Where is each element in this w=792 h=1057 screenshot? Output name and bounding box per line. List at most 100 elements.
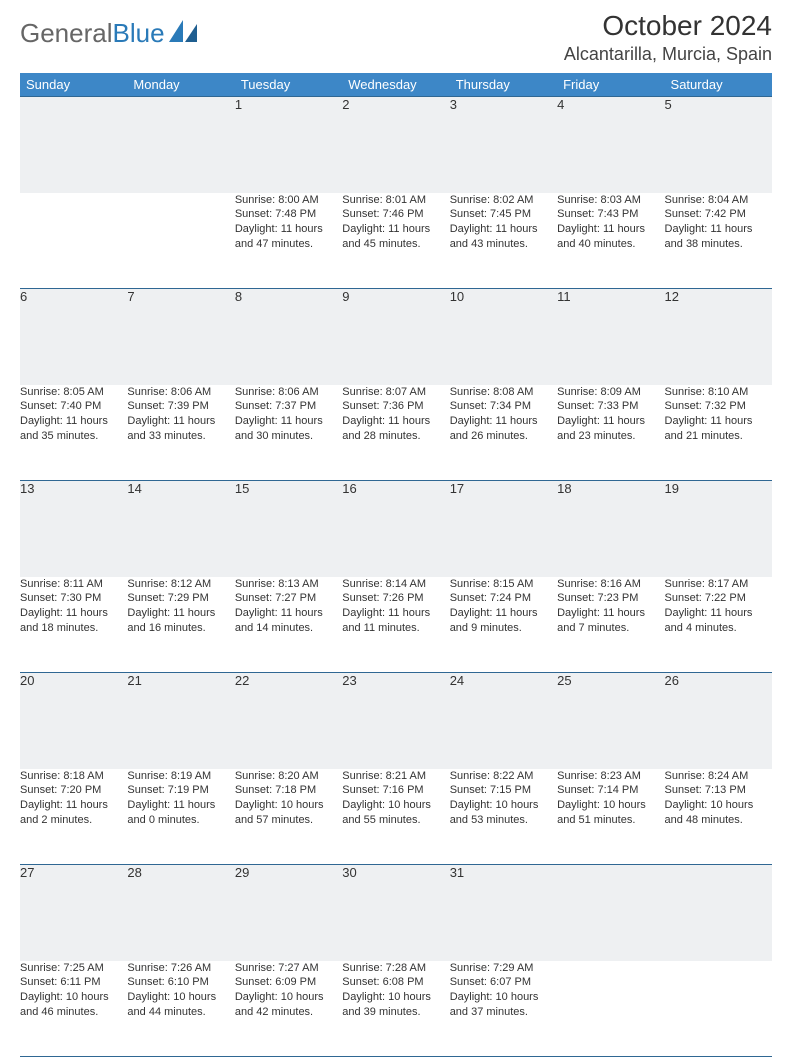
day-info-cell: Sunrise: 8:24 AMSunset: 7:13 PMDaylight:…: [665, 769, 772, 865]
daylight-line: Daylight: 10 hours and 55 minutes.: [342, 798, 449, 828]
sunset-line: Sunset: 7:15 PM: [450, 783, 557, 798]
day-number-cell: 13: [20, 481, 127, 577]
day-number-cell: 3: [450, 97, 557, 193]
sunrise-line: Sunrise: 7:26 AM: [127, 961, 234, 976]
sunset-line: Sunset: 7:42 PM: [665, 207, 772, 222]
day-info-cell: Sunrise: 8:03 AMSunset: 7:43 PMDaylight:…: [557, 193, 664, 289]
day-info-cell: Sunrise: 8:06 AMSunset: 7:39 PMDaylight:…: [127, 385, 234, 481]
sunset-line: Sunset: 6:08 PM: [342, 975, 449, 990]
daylight-line: Daylight: 10 hours and 37 minutes.: [450, 990, 557, 1020]
weekday-header: Thursday: [450, 73, 557, 97]
day-number-cell: 20: [20, 673, 127, 769]
logo: GeneralBlue: [20, 10, 197, 49]
daylight-line: Daylight: 11 hours and 11 minutes.: [342, 606, 449, 636]
day-info-cell: Sunrise: 8:02 AMSunset: 7:45 PMDaylight:…: [450, 193, 557, 289]
sunrise-line: Sunrise: 8:09 AM: [557, 385, 664, 400]
sunset-line: Sunset: 7:24 PM: [450, 591, 557, 606]
day-info-cell: Sunrise: 8:07 AMSunset: 7:36 PMDaylight:…: [342, 385, 449, 481]
day-info-cell: Sunrise: 8:17 AMSunset: 7:22 PMDaylight:…: [665, 577, 772, 673]
day-info-row: Sunrise: 7:25 AMSunset: 6:11 PMDaylight:…: [20, 961, 772, 1057]
sunset-line: Sunset: 7:30 PM: [20, 591, 127, 606]
day-info-cell: Sunrise: 8:05 AMSunset: 7:40 PMDaylight:…: [20, 385, 127, 481]
daylight-line: Daylight: 10 hours and 44 minutes.: [127, 990, 234, 1020]
sunset-line: Sunset: 7:33 PM: [557, 399, 664, 414]
daylight-line: Daylight: 10 hours and 39 minutes.: [342, 990, 449, 1020]
day-number-cell: 11: [557, 289, 664, 385]
daylight-line: Daylight: 11 hours and 21 minutes.: [665, 414, 772, 444]
day-number-cell: 22: [235, 673, 342, 769]
daylight-line: Daylight: 10 hours and 57 minutes.: [235, 798, 342, 828]
daylight-line: Daylight: 11 hours and 4 minutes.: [665, 606, 772, 636]
sunrise-line: Sunrise: 8:11 AM: [20, 577, 127, 592]
day-info-row: Sunrise: 8:18 AMSunset: 7:20 PMDaylight:…: [20, 769, 772, 865]
weekday-header: Friday: [557, 73, 664, 97]
day-info-cell: Sunrise: 8:04 AMSunset: 7:42 PMDaylight:…: [665, 193, 772, 289]
day-number-empty: [127, 97, 234, 193]
day-number-cell: 28: [127, 865, 234, 961]
sunset-line: Sunset: 7:23 PM: [557, 591, 664, 606]
sunrise-line: Sunrise: 8:13 AM: [235, 577, 342, 592]
sunrise-line: Sunrise: 8:06 AM: [127, 385, 234, 400]
day-info-cell: Sunrise: 8:06 AMSunset: 7:37 PMDaylight:…: [235, 385, 342, 481]
day-number-cell: 15: [235, 481, 342, 577]
daylight-line: Daylight: 11 hours and 23 minutes.: [557, 414, 664, 444]
day-info-cell: Sunrise: 8:00 AMSunset: 7:48 PMDaylight:…: [235, 193, 342, 289]
day-number-cell: 1: [235, 97, 342, 193]
sunrise-line: Sunrise: 8:16 AM: [557, 577, 664, 592]
daylight-line: Daylight: 11 hours and 16 minutes.: [127, 606, 234, 636]
day-info-cell: Sunrise: 7:28 AMSunset: 6:08 PMDaylight:…: [342, 961, 449, 1057]
daylight-line: Daylight: 11 hours and 45 minutes.: [342, 222, 449, 252]
sunset-line: Sunset: 7:26 PM: [342, 591, 449, 606]
header: GeneralBlue October 2024 Alcantarilla, M…: [20, 10, 772, 65]
day-number-row: 12345: [20, 97, 772, 193]
daylight-line: Daylight: 11 hours and 14 minutes.: [235, 606, 342, 636]
daylight-line: Daylight: 11 hours and 38 minutes.: [665, 222, 772, 252]
sunrise-line: Sunrise: 8:06 AM: [235, 385, 342, 400]
day-info-cell: Sunrise: 8:18 AMSunset: 7:20 PMDaylight:…: [20, 769, 127, 865]
day-number-cell: 12: [665, 289, 772, 385]
daylight-line: Daylight: 11 hours and 30 minutes.: [235, 414, 342, 444]
day-number-cell: 25: [557, 673, 664, 769]
day-number-empty: [20, 97, 127, 193]
sunrise-line: Sunrise: 8:21 AM: [342, 769, 449, 784]
daylight-line: Daylight: 11 hours and 43 minutes.: [450, 222, 557, 252]
weekday-header: Monday: [127, 73, 234, 97]
sunset-line: Sunset: 6:09 PM: [235, 975, 342, 990]
day-info-cell: Sunrise: 8:13 AMSunset: 7:27 PMDaylight:…: [235, 577, 342, 673]
sunset-line: Sunset: 7:14 PM: [557, 783, 664, 798]
sunrise-line: Sunrise: 8:24 AM: [665, 769, 772, 784]
day-number-cell: 30: [342, 865, 449, 961]
sunset-line: Sunset: 7:48 PM: [235, 207, 342, 222]
day-number-row: 6789101112: [20, 289, 772, 385]
day-number-cell: 10: [450, 289, 557, 385]
daylight-line: Daylight: 11 hours and 40 minutes.: [557, 222, 664, 252]
logo-word-general: General: [20, 18, 113, 49]
sail-icon: [169, 18, 197, 49]
sunrise-line: Sunrise: 8:08 AM: [450, 385, 557, 400]
sunset-line: Sunset: 7:20 PM: [20, 783, 127, 798]
day-info-row: Sunrise: 8:11 AMSunset: 7:30 PMDaylight:…: [20, 577, 772, 673]
daylight-line: Daylight: 11 hours and 7 minutes.: [557, 606, 664, 636]
day-number-cell: 8: [235, 289, 342, 385]
day-info-cell: Sunrise: 7:27 AMSunset: 6:09 PMDaylight:…: [235, 961, 342, 1057]
sunrise-line: Sunrise: 8:14 AM: [342, 577, 449, 592]
daylight-line: Daylight: 11 hours and 0 minutes.: [127, 798, 234, 828]
sunrise-line: Sunrise: 8:07 AM: [342, 385, 449, 400]
day-number-cell: 24: [450, 673, 557, 769]
daylight-line: Daylight: 10 hours and 51 minutes.: [557, 798, 664, 828]
weekday-header: Tuesday: [235, 73, 342, 97]
day-number-cell: 14: [127, 481, 234, 577]
sunrise-line: Sunrise: 8:17 AM: [665, 577, 772, 592]
sunset-line: Sunset: 7:29 PM: [127, 591, 234, 606]
sunset-line: Sunset: 7:18 PM: [235, 783, 342, 798]
day-info-row: Sunrise: 8:00 AMSunset: 7:48 PMDaylight:…: [20, 193, 772, 289]
sunset-line: Sunset: 7:16 PM: [342, 783, 449, 798]
sunrise-line: Sunrise: 7:28 AM: [342, 961, 449, 976]
sunset-line: Sunset: 7:22 PM: [665, 591, 772, 606]
daylight-line: Daylight: 10 hours and 42 minutes.: [235, 990, 342, 1020]
weekday-header: Sunday: [20, 73, 127, 97]
day-info-cell: Sunrise: 7:26 AMSunset: 6:10 PMDaylight:…: [127, 961, 234, 1057]
sunset-line: Sunset: 7:19 PM: [127, 783, 234, 798]
daylight-line: Daylight: 11 hours and 47 minutes.: [235, 222, 342, 252]
day-number-cell: 23: [342, 673, 449, 769]
